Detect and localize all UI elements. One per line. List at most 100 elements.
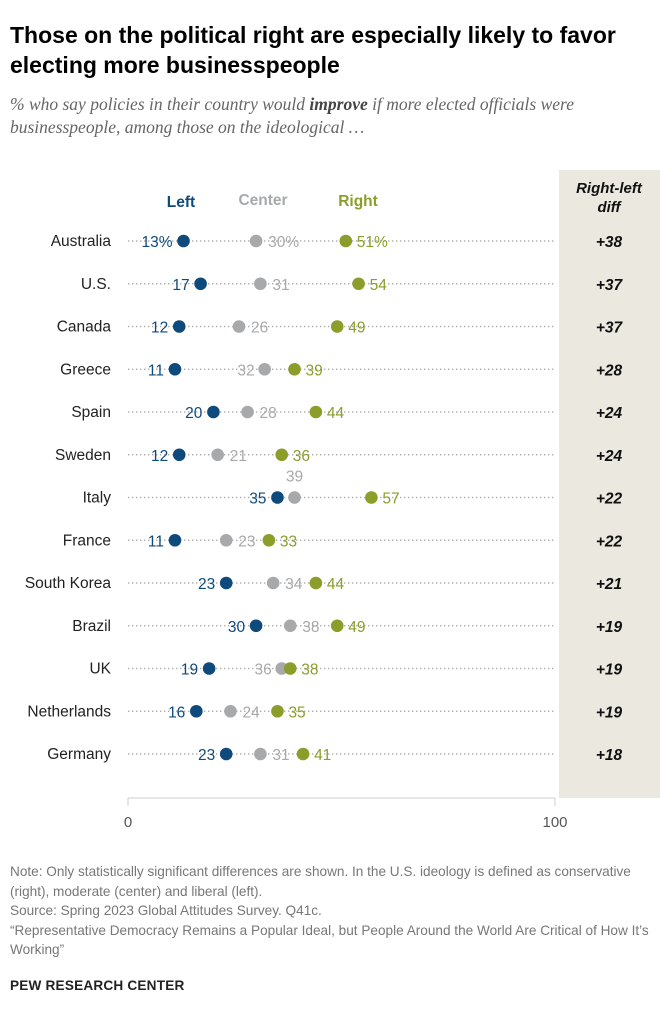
- diff-header-line1: Right-left: [576, 180, 643, 197]
- dot-left-france: [168, 533, 182, 547]
- value-label-left-u-s: 17: [172, 277, 189, 294]
- dot-right-uk: [283, 662, 297, 675]
- value-label-left-brazil: 30: [228, 619, 246, 636]
- value-label-left-italy: 35: [249, 491, 266, 508]
- subtitle-tail: if more elected officials were businessp…: [10, 94, 574, 137]
- value-label-center-netherlands: 24: [242, 704, 260, 721]
- value-label-center-france: 23: [238, 533, 255, 550]
- value-label-left-france: 11: [148, 533, 164, 550]
- value-label-right-italy: 57: [382, 491, 399, 508]
- dot-left-sweden: [172, 448, 186, 462]
- diff-value-canada: +37: [596, 320, 624, 337]
- country-label-sweden: Sweden: [55, 447, 111, 464]
- chart-subtitle: % who say policies in their country woul…: [10, 93, 650, 139]
- diff-value-netherlands: +19: [596, 704, 623, 721]
- diff-value-sweden: +24: [596, 448, 623, 465]
- dot-left-italy: [271, 491, 284, 504]
- value-label-left-south-korea: 23: [198, 576, 215, 593]
- legend-center: Center: [238, 192, 287, 209]
- country-label-australia: Australia: [51, 233, 112, 250]
- diff-value-spain: +24: [596, 405, 623, 422]
- diff-value-australia: +38: [596, 234, 623, 251]
- value-label-right-france: 33: [280, 533, 297, 550]
- dot-right-australia: [339, 234, 353, 248]
- diff-value-uk: +19: [596, 662, 623, 679]
- legend-left: Left: [167, 194, 195, 211]
- value-label-center-australia: 30%: [268, 234, 299, 251]
- dot-left-canada: [172, 320, 186, 333]
- footer-note: Note: Only statistically significant dif…: [10, 864, 631, 899]
- subtitle-emphasis: improve: [309, 94, 368, 114]
- diff-header-line2: diff: [597, 199, 622, 216]
- dot-center-australia: [249, 234, 263, 248]
- dot-right-greece: [288, 362, 301, 376]
- subtitle-lead: % who say policies in their country woul…: [10, 94, 310, 114]
- dot-right-germany: [296, 747, 310, 761]
- dot-right-spain: [309, 405, 323, 419]
- dot-left-spain: [207, 405, 220, 419]
- value-label-center-sweden: 21: [230, 448, 247, 465]
- value-label-center-u-s: 31: [272, 277, 289, 294]
- chart-title: Those on the political right are especia…: [10, 22, 616, 78]
- diff-value-germany: +18: [596, 747, 623, 764]
- dot-left-brazil: [249, 619, 263, 633]
- country-label-greece: Greece: [60, 361, 111, 378]
- value-label-right-canada: 49: [348, 320, 365, 337]
- footer-report: “Representative Democracy Remains a Popu…: [10, 922, 649, 958]
- footer-source: Source: Spring 2023 Global Attitudes Sur…: [10, 903, 322, 918]
- country-label-france: France: [63, 532, 111, 549]
- country-label-canada: Canada: [57, 319, 112, 336]
- dot-left-netherlands: [190, 704, 203, 718]
- diff-value-italy: +22: [596, 491, 623, 508]
- dot-right-italy: [365, 491, 378, 504]
- diff-value-france: +22: [596, 533, 623, 550]
- country-label-netherlands: Netherlands: [27, 703, 111, 720]
- value-label-center-brazil: 38: [302, 619, 319, 636]
- dot-center-france: [219, 533, 233, 547]
- dot-center-netherlands: [224, 704, 237, 718]
- country-label-south-korea: South Korea: [25, 575, 112, 592]
- dot-right-sweden: [275, 448, 289, 462]
- dot-right-france: [262, 533, 276, 547]
- dot-center-greece: [258, 362, 271, 376]
- value-label-right-brazil: 49: [348, 619, 365, 636]
- diff-value-u-s: +37: [596, 277, 624, 294]
- country-label-germany: Germany: [47, 746, 111, 763]
- value-label-center-south-korea: 34: [285, 576, 303, 593]
- value-label-left-sweden: 12: [151, 448, 168, 465]
- value-label-right-netherlands: 35: [288, 704, 305, 721]
- dot-right-u-s: [352, 277, 365, 291]
- value-label-left-greece: 11: [148, 362, 164, 379]
- value-label-center-canada: 26: [251, 320, 268, 337]
- value-label-center-spain: 28: [260, 405, 277, 422]
- value-label-right-germany: 41: [314, 747, 331, 764]
- diff-column-background: [559, 170, 660, 798]
- dot-center-u-s: [254, 277, 267, 291]
- chart-footer: Note: Only statistically significant dif…: [10, 862, 650, 960]
- dot-right-netherlands: [271, 704, 284, 718]
- dot-left-australia: [177, 234, 190, 248]
- dot-center-canada: [232, 320, 246, 333]
- value-label-right-greece: 39: [306, 362, 323, 379]
- country-label-brazil: Brazil: [72, 618, 111, 635]
- country-label-spain: Spain: [71, 404, 111, 421]
- value-label-center-italy: 39: [286, 469, 303, 486]
- x-tick-label-0: 0: [124, 814, 132, 831]
- value-label-left-uk: 19: [181, 662, 198, 679]
- dot-plot-chart: Right-left diff Left Center Right 0 100 Austral…: [25, 170, 660, 831]
- diff-value-south-korea: +21: [596, 576, 622, 593]
- dot-left-u-s: [194, 277, 207, 291]
- dot-center-brazil: [283, 619, 297, 633]
- dot-right-canada: [330, 320, 344, 333]
- value-label-right-south-korea: 44: [327, 576, 345, 593]
- value-label-right-u-s: 54: [370, 277, 388, 294]
- dot-right-brazil: [330, 619, 344, 633]
- country-label-uk: UK: [89, 661, 111, 678]
- dot-left-uk: [202, 662, 216, 675]
- dot-center-italy: [288, 491, 301, 504]
- value-label-center-greece: 32: [237, 362, 254, 379]
- dot-center-sweden: [211, 448, 224, 462]
- dot-center-south-korea: [266, 576, 280, 590]
- diff-value-brazil: +19: [596, 619, 623, 636]
- value-label-left-spain: 20: [185, 405, 203, 422]
